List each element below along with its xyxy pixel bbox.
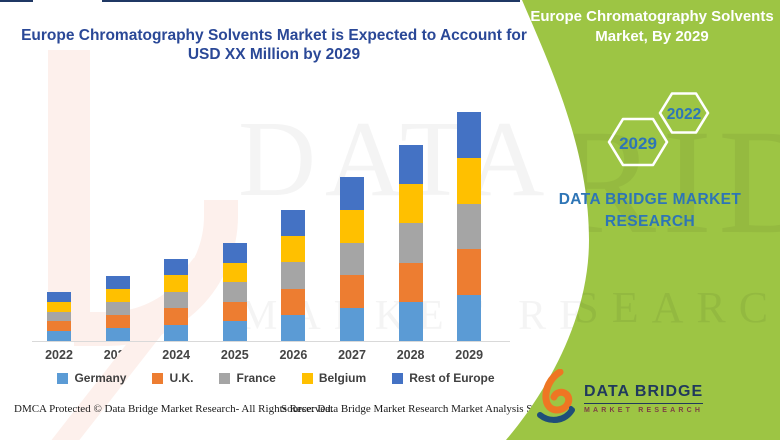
bar-segment-france-2026 [281,262,306,289]
bar-segment-u-k--2027 [340,275,364,309]
stacked-bar-2028 [398,145,423,341]
chart-title: Europe Chromatography Solvents Market is… [0,26,548,64]
bar-segment-u-k--2026 [281,288,306,315]
legend-label: U.K. [169,371,194,385]
bar-segment-germany-2029 [457,295,482,341]
bar-segment-germany-2025 [222,321,247,341]
bar-segment-u-k--2025 [222,301,247,322]
bar-segment-rest-of-europe-2027 [340,177,364,210]
legend-swatch [152,372,164,384]
stacked-bar-2025 [222,243,247,341]
bar-segment-belgium-2029 [457,157,482,204]
green-panel-shape [506,0,780,440]
brand-caption-line2: RESEARCH [604,213,696,230]
legend-item-germany: Germany [57,371,126,385]
source-note: Source: Data Bridge Market Research Mark… [281,403,577,415]
x-axis-label-2026: 2026 [279,348,308,362]
bar-segment-france-2023 [105,302,130,315]
top-edge-line [0,0,33,2]
bar-segment-u-k--2024 [164,308,189,325]
legend-swatch [392,372,404,384]
watermark-research: RESEARCH [492,283,780,332]
panel-title-line2: Market, By 2029 [595,28,709,45]
legend-label: France [236,371,276,385]
top-edge-line [102,0,520,2]
legend-swatch [301,372,313,384]
x-axis-label-2025: 2025 [220,348,249,362]
company-logo: DATA BRIDGE MARKET RESEARCH [536,369,704,427]
bar-segment-u-k--2029 [457,249,482,296]
x-axis-line [32,341,510,342]
bar-segment-germany-2028 [398,301,423,341]
bar-segment-germany-2024 [164,324,189,341]
legend-label: Rest of Europe [409,371,495,385]
bar-segment-rest-of-europe-2028 [398,145,423,185]
bar-segment-rest-of-europe-2026 [281,210,306,237]
legend-item-belgium: Belgium [301,371,367,385]
bar-segment-france-2029 [457,203,482,250]
stacked-bar-2029 [457,112,482,341]
stacked-bar-2024 [164,259,189,341]
logo-name: DATA BRIDGE [584,383,704,404]
bar-segment-germany-2026 [281,314,306,341]
bar-segment-germany-2022 [47,331,71,341]
stacked-bar-2026 [281,210,306,341]
stacked-bar-2023 [105,276,130,341]
bar-segment-belgium-2022 [47,301,71,312]
logo-wordmark: DATA BRIDGE MARKET RESEARCH [584,383,704,414]
legend-swatch [57,372,69,384]
hexagon-2022 [658,92,710,134]
legend-item-rest-of-europe: Rest of Europe [392,371,495,385]
panel-title: Europe Chromatography Solvents Market, B… [526,7,778,47]
bar-segment-belgium-2026 [281,236,306,263]
bar-segment-belgium-2023 [105,289,130,302]
bar-segment-belgium-2024 [164,275,189,292]
bar-segment-belgium-2028 [398,184,423,224]
legend-label: Germany [74,371,127,385]
legend-item-u-k-: U.K. [152,371,193,385]
bar-segment-france-2022 [47,311,71,322]
bar-segment-u-k--2022 [47,321,71,332]
bar-segment-france-2024 [164,291,189,309]
bar-segment-france-2028 [398,223,423,263]
hexagon-2029 [607,117,669,167]
bar-segment-france-2025 [222,282,247,302]
legend-item-france: France [219,371,276,385]
bar-segment-u-k--2028 [398,262,423,302]
bar-segment-rest-of-europe-2022 [47,292,71,302]
x-axis-label-2027: 2027 [338,348,366,362]
brand-caption: DATA BRIDGE MARKET RESEARCH [540,189,760,233]
brand-caption-line1: DATA BRIDGE MARKET [558,191,742,208]
chart-title-line1: Europe Chromatography Solvents Market is… [21,27,527,44]
bar-segment-rest-of-europe-2023 [105,276,130,289]
legend-label: Belgium [318,371,367,385]
x-axis-label-2028: 2028 [396,348,425,362]
legend-swatch [219,372,231,384]
panel-title-line1: Europe Chromatography Solvents [530,8,774,25]
chart-title-line2: USD XX Million by 2029 [187,46,361,63]
x-axis-label-2024: 2024 [162,348,191,362]
chart-legend: Germany U.K. France Belgium Rest of Europe [30,371,522,385]
data-bridge-logo-icon [537,369,575,423]
hexagon-2029-label: 2029 [619,134,657,153]
bar-segment-u-k--2023 [105,315,130,328]
dmca-notice: DMCA Protected © Data Bridge Market Rese… [14,403,334,415]
logo-tagline: MARKET RESEARCH [584,406,704,414]
stacked-bar-2022 [47,292,71,341]
bar-segment-belgium-2025 [222,262,247,283]
bar-segment-rest-of-europe-2029 [457,112,482,158]
bar-segment-germany-2027 [340,308,364,341]
x-axis-label-2029: 2029 [455,348,484,362]
bar-segment-rest-of-europe-2025 [222,243,247,263]
bar-segment-france-2027 [340,242,364,276]
bar-segment-rest-of-europe-2024 [164,259,189,276]
bar-segment-belgium-2027 [340,209,364,243]
stacked-bar-2027 [340,177,364,341]
x-axis-label-2022: 2022 [45,348,73,362]
bar-segment-germany-2023 [105,328,130,341]
hexagon-2022-label: 2022 [667,106,701,123]
stacked-bar-chart [30,100,522,341]
